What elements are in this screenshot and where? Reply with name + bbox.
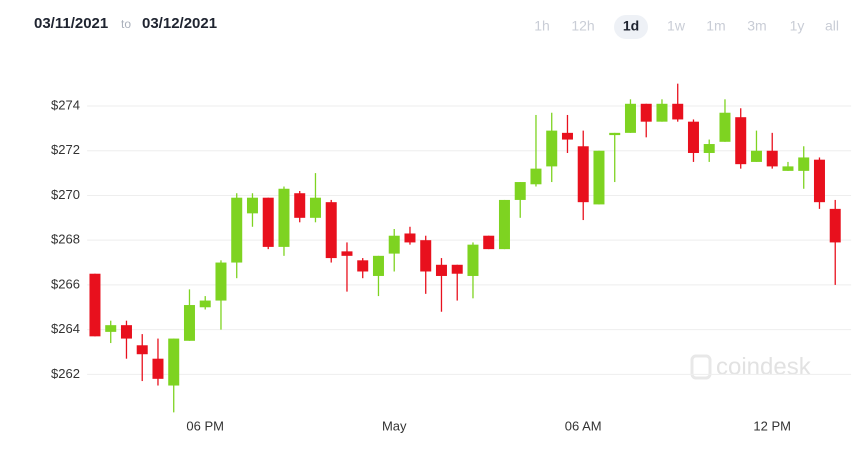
candle-body bbox=[813, 159, 825, 203]
x-tick-label: 06 PM bbox=[186, 418, 224, 433]
candle-body bbox=[168, 338, 180, 386]
x-tick-label: 06 AM bbox=[565, 418, 602, 433]
watermark-icon bbox=[690, 354, 712, 380]
candle-body bbox=[624, 103, 636, 133]
candle-body bbox=[640, 103, 652, 122]
range-button[interactable]: 1m bbox=[706, 18, 725, 34]
candle-body bbox=[435, 264, 447, 276]
y-tick-label: $268 bbox=[51, 232, 80, 247]
candle-body bbox=[735, 117, 747, 165]
candle-body bbox=[357, 260, 369, 272]
candle-body bbox=[199, 300, 211, 308]
y-tick-label: $264 bbox=[51, 321, 80, 336]
watermark-text: coindesk bbox=[716, 353, 812, 380]
candle-body bbox=[609, 132, 621, 136]
candle-body bbox=[546, 130, 558, 167]
candle-body bbox=[246, 197, 258, 214]
candle-body bbox=[183, 305, 195, 341]
candle-body bbox=[798, 157, 810, 171]
candle-body bbox=[325, 202, 337, 259]
watermark: coindesk bbox=[690, 353, 812, 380]
candle-body bbox=[577, 146, 589, 203]
candle-body bbox=[483, 235, 495, 250]
range-button[interactable]: 1w bbox=[667, 18, 686, 34]
range-button[interactable]: all bbox=[825, 18, 839, 34]
candle-body bbox=[89, 273, 101, 337]
candle-body bbox=[766, 150, 778, 167]
candle-body bbox=[451, 264, 463, 274]
candle-body bbox=[294, 193, 306, 218]
y-tick-label: $266 bbox=[51, 276, 80, 291]
candle-body bbox=[719, 112, 731, 142]
candle-body bbox=[703, 144, 715, 153]
range-button[interactable]: 1y bbox=[790, 18, 805, 34]
candle-body bbox=[262, 197, 274, 247]
candle-body bbox=[829, 208, 841, 243]
candle-body bbox=[687, 121, 699, 153]
y-tick-label: $262 bbox=[51, 366, 80, 381]
range-button[interactable]: 1h bbox=[534, 18, 550, 34]
candle-body bbox=[530, 168, 542, 185]
candle-body bbox=[498, 199, 510, 250]
candle-body bbox=[404, 233, 416, 243]
grid bbox=[87, 105, 852, 375]
x-tick-label: May bbox=[382, 418, 407, 433]
x-tick-label: 12 PM bbox=[753, 418, 791, 433]
candle-body bbox=[420, 240, 432, 272]
candle-body bbox=[152, 358, 164, 379]
y-tick-label: $272 bbox=[51, 142, 80, 157]
candle-body bbox=[388, 235, 400, 254]
candle-body bbox=[782, 166, 794, 171]
candle-body bbox=[750, 150, 762, 162]
candle-body bbox=[372, 255, 384, 276]
candle-body bbox=[467, 244, 479, 276]
y-tick-label: $274 bbox=[51, 97, 80, 112]
range-button[interactable]: 12h bbox=[571, 18, 594, 34]
candle-body bbox=[656, 103, 668, 122]
y-tick-label: $270 bbox=[51, 187, 80, 202]
date-to-word: to bbox=[121, 17, 131, 31]
candle-body bbox=[120, 325, 132, 339]
range-highlight bbox=[614, 15, 648, 39]
range-button[interactable]: 1d bbox=[623, 18, 639, 34]
candle-body bbox=[215, 262, 227, 301]
candle-body bbox=[136, 345, 148, 355]
candle-body bbox=[514, 182, 526, 200]
candle-body bbox=[593, 150, 605, 205]
candle-body bbox=[341, 251, 353, 256]
candle-body bbox=[561, 132, 573, 140]
candle-body bbox=[105, 325, 117, 332]
candle-body bbox=[278, 188, 290, 247]
range-selector: 1h 12h 1d 1w 1m 3m 1y all bbox=[534, 15, 839, 39]
range-button[interactable]: 3m bbox=[747, 18, 766, 34]
date-to: 03/12/2021 bbox=[142, 15, 217, 32]
date-from: 03/11/2021 bbox=[34, 15, 108, 32]
candle-body bbox=[672, 103, 684, 120]
candle-body bbox=[309, 197, 321, 218]
candle-body bbox=[231, 197, 243, 263]
